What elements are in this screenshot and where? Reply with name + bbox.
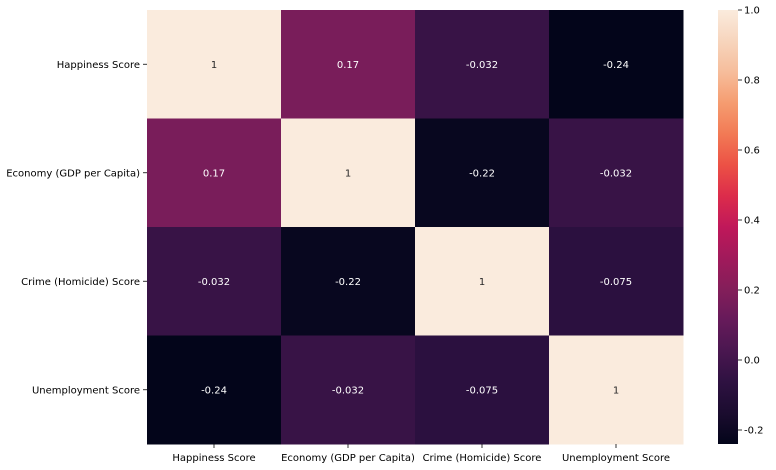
y-axis-tick-labels: Happiness Score Economy (GDP per Capita) C… xyxy=(6,60,147,396)
heatmap-cell xyxy=(147,227,282,336)
colorbar-tick-label: 0.6 xyxy=(744,146,760,157)
colorbar: -0.2 0.0 0.2 0.4 0.6 0.8 1.0 xyxy=(718,6,764,444)
heatmap-cell-value: 0.17 xyxy=(337,60,359,71)
y-axis-tick-label: Unemployment Score xyxy=(32,385,140,396)
heatmap-cell xyxy=(415,335,550,445)
heatmap-cell-value: 1 xyxy=(479,277,485,288)
heatmap-cell xyxy=(415,227,550,336)
heatmap-cell-value: -0.24 xyxy=(603,60,629,71)
heatmap-cell xyxy=(549,10,684,119)
heatmap-cell-value: 0.17 xyxy=(203,168,225,179)
heatmap-cell xyxy=(415,10,550,119)
heatmap-cell xyxy=(549,227,684,336)
x-axis-tick-label: Happiness Score xyxy=(172,453,255,464)
heatmap-cell xyxy=(549,335,684,445)
heatmap-cell-value: -0.032 xyxy=(466,60,498,71)
heatmap-cell xyxy=(415,118,550,228)
colorbar-tick-label: 0.2 xyxy=(744,286,760,297)
heatmap-cell-value: -0.075 xyxy=(466,385,498,396)
heatmap-cell-value: 1 xyxy=(211,60,217,71)
colorbar-tick-label: 0.8 xyxy=(744,76,760,87)
x-axis-tick-label: Economy (GDP per Capita) xyxy=(281,453,415,464)
heatmap-cell-value: -0.075 xyxy=(600,277,632,288)
heatmap-cells xyxy=(147,10,684,445)
y-axis-tick-label: Economy (GDP per Capita) xyxy=(6,168,140,179)
colorbar-tick-label: 0.4 xyxy=(744,216,760,227)
heatmap-cell-value: -0.22 xyxy=(335,277,361,288)
heatmap-cell-value: -0.032 xyxy=(198,277,230,288)
y-axis-tick-label: Crime (Homicide) Score xyxy=(21,277,140,288)
colorbar-tick-label: 1.0 xyxy=(744,6,760,17)
heatmap-cell-value: 1 xyxy=(345,168,351,179)
heatmap-cell xyxy=(147,335,282,445)
heatmap-cell-value: -0.032 xyxy=(332,385,364,396)
heatmap-cell-value: -0.22 xyxy=(469,168,495,179)
heatmap-cell xyxy=(147,10,282,119)
y-axis-tick-label: Happiness Score xyxy=(57,60,140,71)
heatmap-cell xyxy=(281,335,416,445)
heatmap-cell-value: -0.032 xyxy=(600,168,632,179)
colorbar-tick-label: -0.2 xyxy=(744,426,764,437)
heatmap-cell xyxy=(147,118,282,228)
x-axis-tick-label: Unemployment Score xyxy=(562,453,670,464)
heatmap-cell-value: -0.24 xyxy=(201,385,227,396)
heatmap-cell-value: 1 xyxy=(613,385,619,396)
heatmap-cell xyxy=(281,118,416,228)
x-axis-tick-labels: Happiness Score Economy (GDP per Capita) C… xyxy=(172,444,670,464)
heatmap-cell-labels: 1 0.17 -0.032 -0.24 0.17 1 -0.22 -0.032 -0.032 -0… xyxy=(198,60,632,397)
heatmap-cell xyxy=(281,227,416,336)
colorbar-tick-label: 0.0 xyxy=(744,356,760,367)
heatmap-cell xyxy=(549,118,684,228)
colorbar-gradient xyxy=(718,10,738,444)
x-axis-tick-label: Crime (Homicide) Score xyxy=(423,453,542,464)
heatmap-cell xyxy=(281,10,416,119)
